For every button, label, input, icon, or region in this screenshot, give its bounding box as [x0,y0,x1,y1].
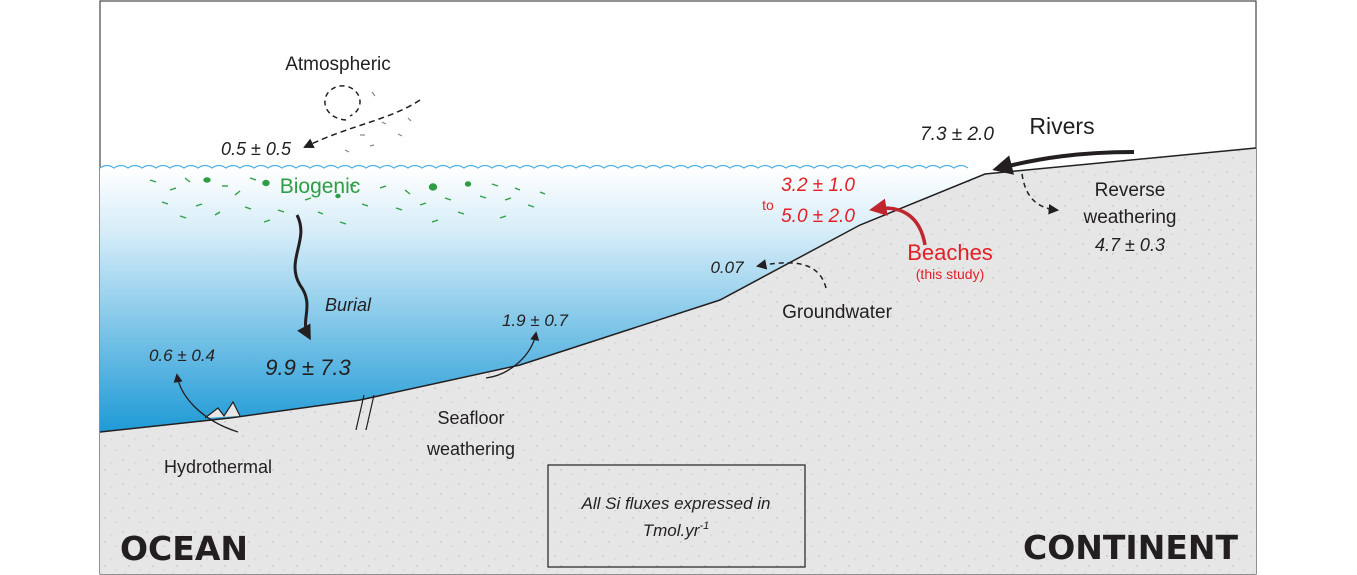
burial-label: Burial [325,295,372,315]
ocean-water [100,168,1008,432]
units-sup: -1 [699,520,709,532]
beaches-value-high: 5.0 ± 2.0 [781,206,855,227]
reverse-weathering-value: 4.7 ± 0.3 [1095,235,1165,255]
hydrothermal-vent-icon [204,400,241,419]
beaches-connector: to [762,197,774,213]
atmospheric-label: Atmospheric [285,54,391,75]
rivers-label: Rivers [1029,113,1094,139]
seafloor-weathering-value: 1.9 ± 0.7 [502,311,569,330]
groundwater-arrow [755,259,827,289]
hydrothermal-value: 0.6 ± 0.4 [149,346,215,365]
rivers-arrow [992,150,1135,175]
wave-line-icon [99,164,969,169]
units-box [547,464,806,568]
seafloor-line [99,147,1257,433]
burial-arrow [293,214,311,341]
beaches-note: (this study) [916,266,984,282]
reverse-weathering-arrow [1021,173,1060,215]
beaches-value-low: 3.2 ± 1.0 [781,175,855,196]
hydrothermal-arrow [173,373,239,433]
seafloor-weathering-label-line2: weathering [426,439,515,459]
beaches-arrow [869,198,927,246]
seafloor-weathering-arrow [485,331,540,379]
biogenic-label: Biogenic [280,175,361,198]
biogenic-particles [149,177,546,225]
reverse-weathering-label-line2: weathering [1083,207,1177,228]
groundwater-value: 0.07 [710,258,744,277]
rivers-value: 7.3 ± 2.0 [920,124,994,145]
beaches-label: Beaches [907,240,993,265]
units-main: Tmol.yr [643,521,701,540]
dust-loop-icon [324,85,361,121]
sediment-continent [100,148,1256,574]
ocean-label: OCEAN [120,529,248,568]
reverse-weathering-label-line1: Reverse [1095,180,1166,201]
seafloor-weathering-label-line1: Seafloor [437,408,504,428]
continent-label: CONTINENT [1023,528,1238,567]
atmospheric-dust [303,85,421,153]
break-marks-icon [355,394,375,431]
units-line1: All Si fluxes expressed in [581,494,771,513]
groundwater-label: Groundwater [782,302,893,323]
atmospheric-value: 0.5 ± 0.5 [221,139,292,159]
units-line2: Tmol.yr-1 [643,520,709,540]
hydrothermal-label: Hydrothermal [164,457,272,477]
burial-value: 9.9 ± 7.3 [265,355,351,380]
